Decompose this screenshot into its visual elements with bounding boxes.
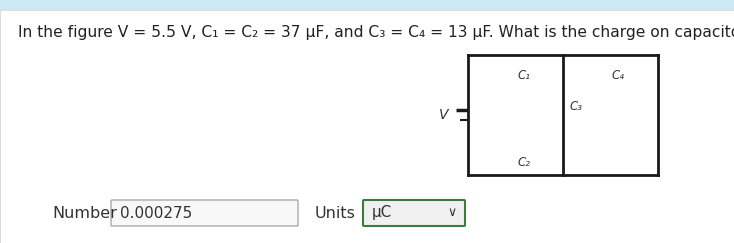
Text: Units: Units bbox=[315, 206, 356, 220]
Text: 0.000275: 0.000275 bbox=[120, 206, 192, 220]
Text: Number: Number bbox=[52, 206, 117, 220]
Text: C₁: C₁ bbox=[517, 69, 530, 82]
Text: μC: μC bbox=[372, 206, 392, 220]
Text: ∨: ∨ bbox=[448, 207, 457, 219]
Text: C₃: C₃ bbox=[569, 101, 582, 113]
FancyBboxPatch shape bbox=[363, 200, 465, 226]
Bar bbox=[0, 0, 734, 10]
Text: C₄: C₄ bbox=[612, 69, 625, 82]
Text: V: V bbox=[438, 108, 448, 122]
Text: C₂: C₂ bbox=[517, 156, 530, 169]
FancyBboxPatch shape bbox=[111, 200, 298, 226]
Text: In the figure V = 5.5 V, C₁ = C₂ = 37 μF, and C₃ = C₄ = 13 μF. What is the charg: In the figure V = 5.5 V, C₁ = C₂ = 37 μF… bbox=[18, 25, 734, 40]
